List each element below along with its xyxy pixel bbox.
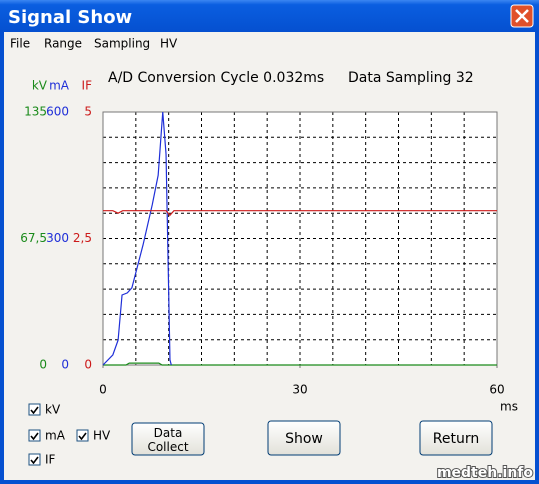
y-tick-label: 0 [84,358,92,372]
y-tick-label: 2,5 [73,231,92,245]
series-line [103,362,497,366]
button-face [267,420,341,456]
menu-bar [4,32,535,54]
series-line [103,210,497,217]
y-tick-label: 5 [84,105,92,119]
menu-item[interactable]: Range [44,37,82,51]
chart-subtitle: Data Sampling 32 [348,70,474,86]
y-tick-label: 67,5 [20,231,47,245]
checkbox-label: mA [45,429,66,443]
watermark: medteh.info [437,465,533,481]
y-tick-label: 300 [46,231,69,245]
button[interactable]: Return [419,420,493,456]
button-label: Return [433,431,479,447]
checkbox-label: IF [45,453,56,467]
window-title: Signal Show [8,7,132,28]
menu-item[interactable]: File [10,37,30,51]
checkbox-box [28,403,41,416]
checkbox[interactable]: kV [28,403,61,417]
x-tick-label: 60 [489,383,504,397]
button-label: Show [285,431,323,447]
checkbox-check [30,432,39,441]
menu-item[interactable]: HV [160,37,178,51]
button-label: Data Collect [147,425,188,453]
chart-title: A/D Conversion Cycle 0.032ms [108,70,324,86]
axis-header: IF [82,79,93,93]
checkbox[interactable]: IF [28,453,56,467]
checkbox[interactable]: HV [76,429,111,443]
checkbox-label: HV [93,429,111,443]
series-line [102,111,172,366]
y-tick-label: 0 [61,358,69,372]
checkbox-box [28,429,41,442]
button-face [131,422,205,456]
button-face [419,420,493,456]
checkbox-check [30,406,39,415]
close-button[interactable] [510,4,534,28]
x-tick-label: 0 [99,383,107,397]
button[interactable]: Data Collect [131,422,205,456]
y-tick-label: 0 [39,358,47,372]
axis-header: kV [32,79,48,93]
menu-item[interactable]: Sampling [94,37,150,51]
checkbox-box [76,429,89,442]
button[interactable]: Show [267,420,341,456]
y-tick-label: 600 [46,105,69,119]
x-tick-label: 30 [292,383,307,397]
title-bar [0,0,539,32]
axis-header: mA [49,79,70,93]
checkbox-check [78,432,87,441]
checkbox[interactable]: mA [28,429,66,443]
x-axis-label: ms [500,400,518,414]
checkbox-label: kV [45,403,61,417]
checkbox-box [28,453,41,466]
y-tick-label: 135 [24,105,47,119]
checkbox-check [30,456,39,465]
